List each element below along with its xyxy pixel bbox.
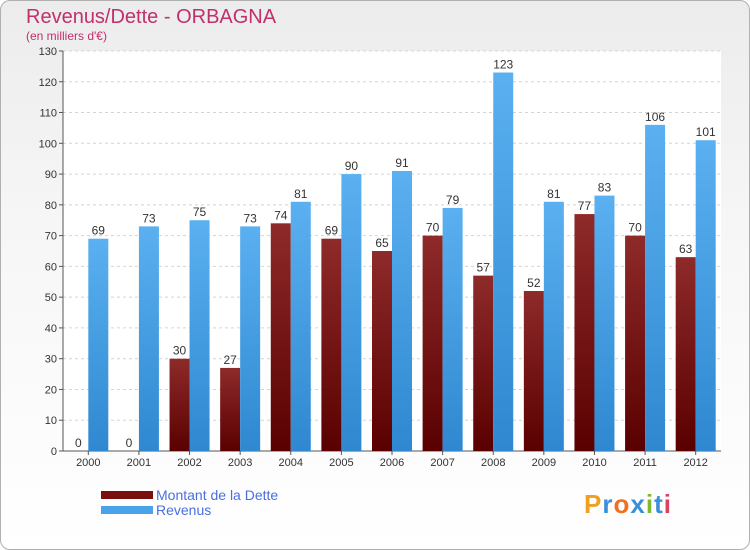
y-tick-label: 30 [45, 354, 57, 366]
data-label: 70 [426, 221, 440, 235]
data-label: 27 [223, 353, 237, 367]
bar-revenus [695, 140, 716, 451]
y-tick-label: 0 [51, 446, 57, 458]
x-tick-label: 2007 [430, 457, 454, 469]
x-tick-label: 2011 [633, 457, 657, 469]
bar-dette [523, 291, 544, 451]
data-label: 69 [92, 224, 106, 238]
data-label: 70 [628, 221, 642, 235]
bar-revenus [543, 201, 564, 451]
y-tick-label: 20 [45, 384, 57, 396]
bar-revenus [645, 124, 666, 451]
data-label: 91 [395, 156, 409, 170]
legend-swatch-revenus [101, 506, 153, 514]
bar-revenus [189, 220, 210, 451]
data-label: 106 [645, 110, 665, 124]
data-label: 101 [696, 125, 716, 139]
bar-dette [422, 235, 443, 451]
bar-dette [169, 358, 190, 451]
bar-dette [574, 214, 595, 451]
legend-label-dette: Montant de la Dette [156, 487, 279, 503]
logo-letter: t [654, 489, 664, 519]
y-tick-label: 80 [45, 200, 57, 212]
x-tick-label: 2004 [279, 457, 303, 469]
data-label: 63 [679, 242, 693, 256]
x-tick-label: 2000 [76, 457, 100, 469]
legend-label-revenus: Revenus [156, 502, 212, 518]
data-label: 83 [598, 181, 612, 195]
data-label: 81 [547, 187, 561, 201]
bar-revenus [493, 72, 514, 452]
logo-letter: o [613, 489, 631, 519]
x-tick-label: 2005 [329, 457, 353, 469]
bar-revenus [88, 238, 109, 451]
data-label: 65 [375, 236, 389, 250]
x-tick-label: 2010 [582, 457, 606, 469]
bar-dette [321, 238, 342, 451]
y-tick-label: 50 [45, 292, 57, 304]
logo-letter: x [630, 489, 646, 519]
chart-subtitle: (en milliers d'€) [26, 29, 107, 43]
bar-dette [270, 223, 291, 451]
x-tick-label: 2002 [177, 457, 201, 469]
data-label: 123 [493, 58, 513, 72]
y-tick-label: 120 [39, 77, 57, 89]
y-tick-label: 90 [45, 169, 57, 181]
bar-dette [675, 257, 696, 451]
data-label: 57 [477, 261, 491, 275]
logo-letter: r [602, 489, 614, 519]
chart-title: Revenus/Dette - ORBAGNA [26, 6, 277, 28]
legend-swatch-dette [101, 491, 153, 499]
data-label: 75 [193, 205, 207, 219]
data-label: 73 [142, 211, 156, 225]
bar-revenus [240, 226, 261, 451]
y-tick-label: 130 [39, 46, 57, 58]
logo-letter: i [645, 489, 655, 519]
y-tick-label: 10 [45, 415, 57, 427]
data-label: 73 [243, 211, 257, 225]
bar-revenus [594, 195, 615, 451]
data-label: 74 [274, 208, 288, 222]
bar-revenus [442, 207, 463, 451]
bar-dette [625, 235, 646, 451]
x-tick-label: 2009 [532, 457, 556, 469]
x-tick-label: 2001 [127, 457, 151, 469]
bar-revenus [290, 201, 311, 451]
x-tick-label: 2008 [481, 457, 505, 469]
bar-dette [220, 367, 241, 451]
legend-item-revenus: Revenus [101, 502, 211, 518]
x-tick-label: 2003 [228, 457, 252, 469]
bar-revenus [392, 171, 412, 451]
y-tick-label: 110 [39, 108, 57, 120]
bar-dette [372, 251, 392, 451]
data-label: 69 [325, 224, 339, 238]
legend-item-dette: Montant de la Dette [101, 487, 278, 503]
data-label: 77 [578, 199, 592, 213]
proxiti-logo: Proxiti [584, 489, 672, 520]
y-tick-label: 100 [39, 138, 57, 150]
data-label: 30 [173, 344, 187, 358]
data-label: 52 [527, 276, 541, 290]
x-tick-label: 2006 [380, 457, 404, 469]
data-label: 0 [75, 436, 82, 450]
logo-letter: P [584, 489, 603, 519]
logo-letter: i [663, 489, 672, 519]
x-tick-label: 2012 [683, 457, 707, 469]
y-tick-label: 40 [45, 323, 57, 335]
data-label: 79 [446, 193, 460, 207]
y-tick-label: 70 [45, 231, 57, 243]
data-label: 0 [126, 436, 133, 450]
bar-revenus [341, 174, 362, 452]
data-label: 81 [294, 187, 308, 201]
bar-revenus [138, 226, 159, 451]
y-tick-label: 60 [45, 261, 57, 273]
bar-dette [473, 275, 494, 451]
data-label: 90 [345, 159, 359, 173]
